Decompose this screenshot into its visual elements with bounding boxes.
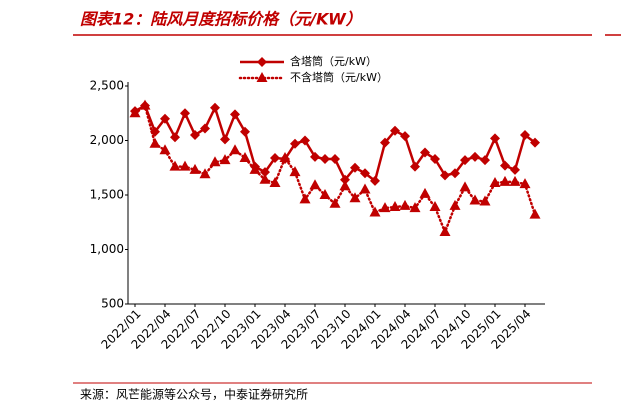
point bbox=[289, 166, 301, 177]
y-tick-label: 2,500 bbox=[90, 79, 124, 93]
point bbox=[520, 130, 530, 141]
point bbox=[490, 133, 500, 144]
point bbox=[469, 194, 481, 205]
point bbox=[219, 154, 231, 165]
point bbox=[440, 170, 450, 181]
point bbox=[149, 137, 161, 148]
point bbox=[230, 109, 240, 120]
point bbox=[159, 144, 171, 155]
point bbox=[419, 187, 431, 198]
point bbox=[260, 167, 270, 178]
point bbox=[509, 175, 521, 186]
point bbox=[190, 130, 200, 141]
point bbox=[460, 155, 470, 166]
point bbox=[199, 168, 211, 179]
legend-marker bbox=[256, 72, 268, 82]
legend-marker bbox=[257, 57, 267, 67]
point bbox=[380, 137, 390, 148]
point bbox=[370, 175, 380, 186]
y-tick-label: 1,500 bbox=[90, 188, 124, 202]
point bbox=[459, 181, 471, 192]
point bbox=[339, 180, 351, 191]
point bbox=[489, 177, 501, 188]
y-tick-label: 2,000 bbox=[90, 133, 124, 147]
point bbox=[310, 151, 320, 162]
point bbox=[389, 200, 401, 211]
point bbox=[449, 199, 461, 210]
legend-label: 含塔筒（元/kW） bbox=[290, 54, 377, 68]
point bbox=[240, 126, 250, 137]
point bbox=[309, 179, 321, 190]
point bbox=[299, 193, 311, 204]
point bbox=[450, 168, 460, 179]
point bbox=[290, 138, 300, 149]
point bbox=[139, 99, 151, 110]
point bbox=[530, 137, 540, 148]
point bbox=[470, 151, 480, 162]
point bbox=[279, 151, 291, 162]
point bbox=[169, 160, 181, 171]
point bbox=[189, 163, 201, 174]
point bbox=[439, 226, 451, 237]
point bbox=[350, 162, 360, 173]
point bbox=[319, 189, 331, 199]
point bbox=[349, 192, 361, 203]
point bbox=[479, 195, 491, 206]
point bbox=[160, 113, 170, 124]
point bbox=[229, 144, 241, 155]
point bbox=[200, 123, 210, 134]
point bbox=[420, 147, 430, 158]
point bbox=[249, 163, 261, 174]
point bbox=[480, 155, 490, 166]
point bbox=[220, 134, 230, 145]
point bbox=[390, 125, 400, 136]
point bbox=[129, 107, 141, 118]
point bbox=[179, 160, 191, 171]
point bbox=[180, 108, 190, 119]
point bbox=[510, 164, 520, 175]
legend-label: 不含塔筒（元/kW） bbox=[290, 70, 388, 84]
y-tick-label: 1,000 bbox=[90, 242, 124, 256]
y-tick-label: 500 bbox=[101, 297, 124, 311]
point bbox=[209, 156, 221, 167]
chart-title: 图表12：陆风月度招标价格（元/KW） bbox=[80, 10, 362, 29]
point bbox=[170, 132, 180, 143]
point bbox=[300, 135, 310, 146]
point bbox=[340, 174, 350, 185]
point bbox=[529, 208, 541, 219]
source: 来源：风芒能源等公众号，中泰证券研究所 bbox=[80, 387, 308, 402]
point bbox=[400, 131, 410, 142]
point bbox=[320, 154, 330, 165]
point bbox=[500, 160, 510, 171]
point bbox=[379, 202, 391, 213]
point bbox=[329, 197, 341, 208]
point bbox=[269, 177, 281, 188]
point bbox=[430, 154, 440, 165]
point bbox=[410, 161, 420, 172]
point bbox=[330, 154, 340, 165]
point bbox=[399, 199, 411, 210]
point bbox=[239, 151, 251, 162]
point bbox=[409, 202, 421, 213]
point bbox=[259, 173, 271, 184]
point bbox=[210, 102, 220, 113]
point bbox=[499, 175, 511, 186]
point bbox=[359, 183, 371, 194]
point bbox=[270, 152, 280, 163]
point bbox=[360, 168, 370, 179]
point bbox=[519, 178, 531, 189]
point bbox=[369, 206, 381, 217]
point bbox=[429, 200, 441, 211]
